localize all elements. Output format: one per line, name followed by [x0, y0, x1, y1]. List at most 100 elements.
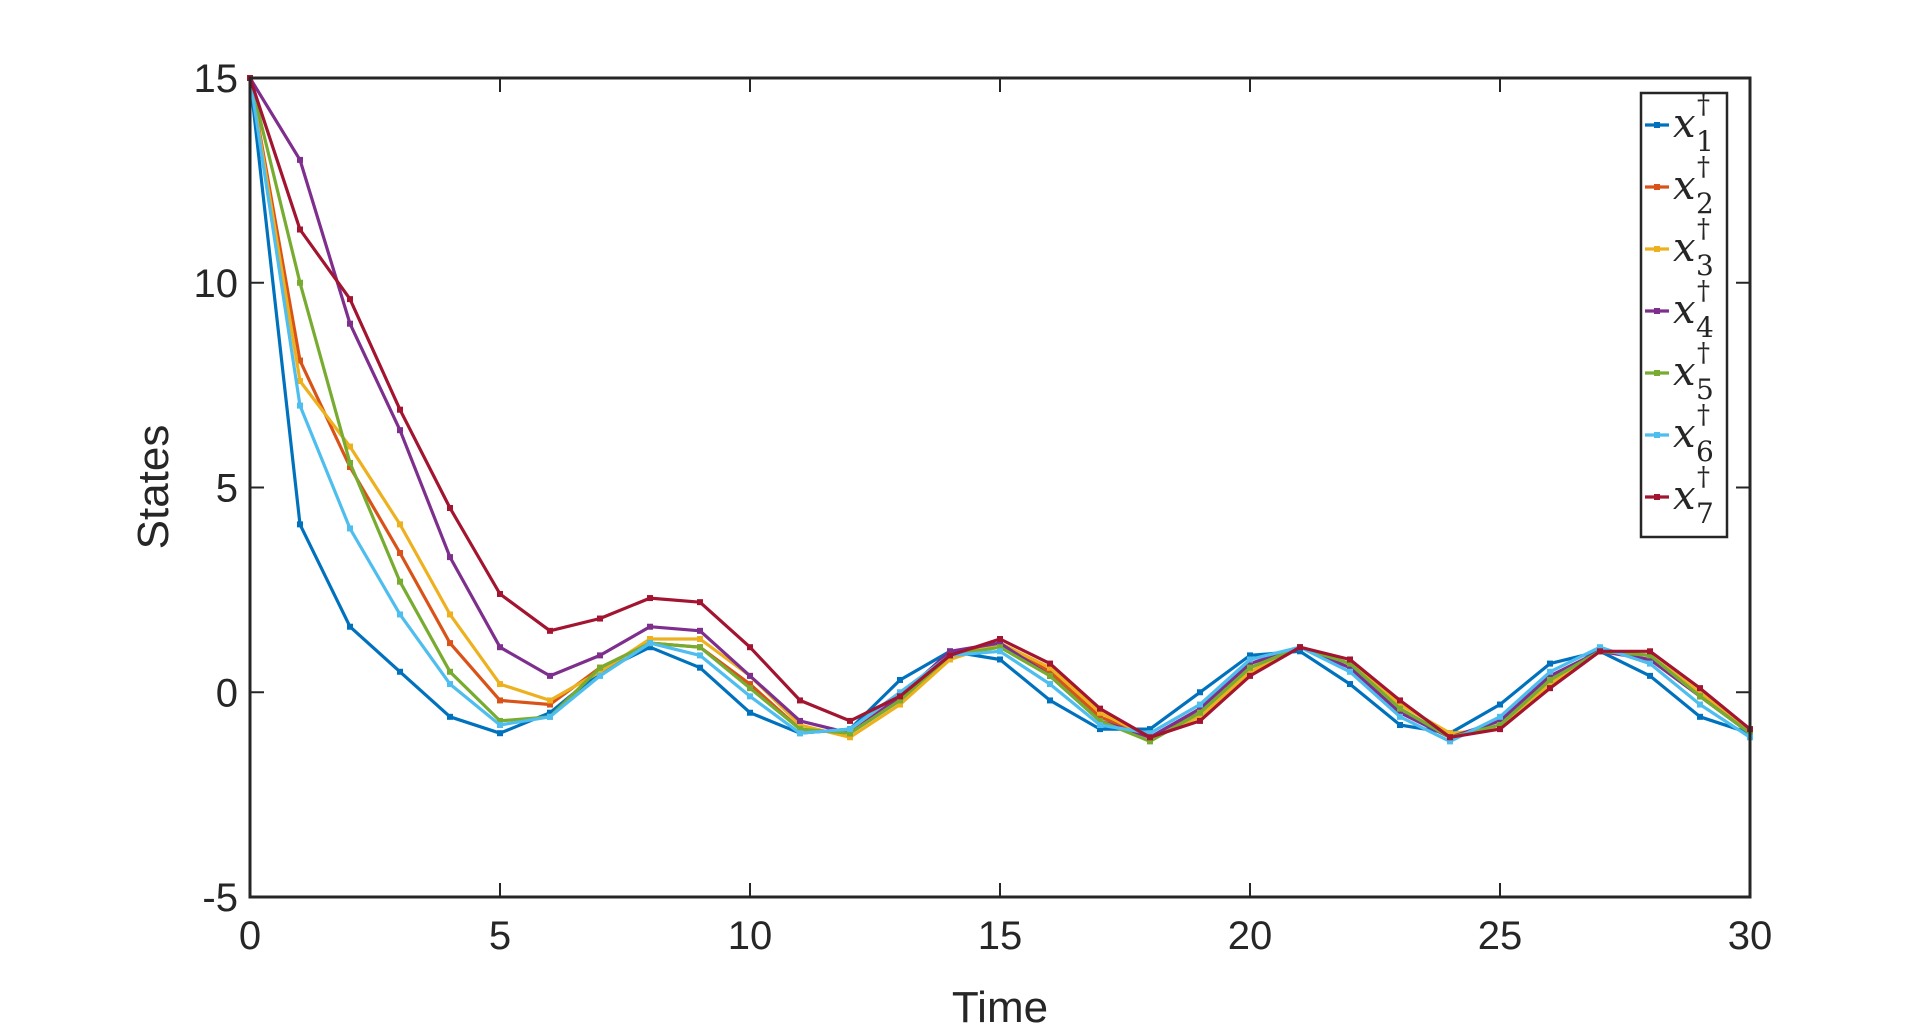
data-point	[447, 504, 453, 511]
data-point	[1197, 717, 1203, 724]
data-point	[297, 357, 303, 364]
data-point	[647, 640, 653, 647]
data-point	[447, 713, 453, 720]
data-point	[1697, 689, 1703, 696]
data-point	[1097, 709, 1103, 716]
legend-label: x	[1673, 473, 1696, 519]
data-point	[297, 226, 303, 233]
data-point	[747, 685, 753, 692]
data-point	[1047, 664, 1053, 671]
data-point	[1047, 672, 1053, 679]
data-point	[547, 713, 553, 720]
data-point	[1047, 681, 1053, 688]
data-point	[1397, 713, 1403, 720]
legend: x †1x †2x †3x †4x †5x †6x †7	[1639, 90, 1729, 539]
data-point	[847, 726, 853, 733]
data-point	[497, 644, 503, 651]
legend-marker	[1654, 308, 1660, 314]
data-point	[1647, 648, 1653, 655]
data-point	[1497, 722, 1503, 729]
data-point	[647, 644, 653, 651]
x-tick-label: 20	[1228, 914, 1273, 958]
legend-label-sup: †	[1697, 276, 1710, 306]
data-point	[697, 664, 703, 671]
data-point	[1547, 685, 1553, 692]
data-point	[1247, 664, 1253, 671]
data-point	[1647, 672, 1653, 679]
data-point	[1197, 701, 1203, 708]
data-point	[1097, 722, 1103, 729]
data-point	[1047, 697, 1053, 704]
data-point	[947, 652, 953, 659]
legend-label: x	[1673, 225, 1696, 271]
legend-item: x † 1	[1645, 90, 1714, 158]
data-point	[697, 627, 703, 634]
data-point	[997, 636, 1003, 643]
legend-label-sub: 2	[1696, 187, 1714, 220]
x-tick-label: 25	[1478, 914, 1523, 958]
x-tick-label: 10	[728, 914, 773, 958]
data-point	[997, 640, 1003, 647]
data-point	[1247, 668, 1253, 675]
data-point	[297, 378, 303, 385]
data-point	[397, 521, 403, 528]
legend-label: x	[1673, 101, 1696, 147]
data-point	[797, 722, 803, 729]
data-point	[547, 672, 553, 679]
data-point	[1347, 656, 1353, 663]
data-point	[1597, 644, 1603, 651]
data-point	[1247, 656, 1253, 663]
data-point	[1097, 726, 1103, 733]
data-point	[647, 636, 653, 643]
data-point	[747, 693, 753, 700]
data-point	[1147, 726, 1153, 733]
data-point	[297, 156, 303, 163]
data-point	[347, 459, 353, 466]
data-point	[1047, 660, 1053, 667]
data-point	[1497, 726, 1503, 733]
data-point	[997, 648, 1003, 655]
legend-label: x	[1673, 163, 1696, 209]
y-tick-label: 15	[194, 57, 239, 101]
legend-item: x † 4	[1645, 276, 1714, 344]
data-point	[947, 648, 953, 655]
data-point	[1697, 701, 1703, 708]
data-point	[847, 730, 853, 737]
data-series	[247, 75, 1753, 745]
data-point	[1397, 701, 1403, 708]
data-point	[697, 644, 703, 651]
data-point	[397, 578, 403, 585]
legend-label-sup: †	[1697, 462, 1710, 492]
data-point	[1397, 705, 1403, 712]
data-point	[397, 427, 403, 434]
legend-label-sup: †	[1697, 90, 1710, 120]
data-point	[1097, 705, 1103, 712]
x-tick-label: 30	[1728, 914, 1773, 958]
data-point	[647, 595, 653, 602]
data-point	[747, 672, 753, 679]
data-point	[1597, 648, 1603, 655]
data-point	[1697, 713, 1703, 720]
data-point	[1297, 644, 1303, 651]
data-point	[1547, 672, 1553, 679]
data-point	[597, 668, 603, 675]
legend-label: x	[1673, 287, 1696, 333]
data-point	[1247, 652, 1253, 659]
data-point	[847, 717, 853, 724]
data-point	[1147, 738, 1153, 745]
legend-label-sup: †	[1697, 338, 1710, 368]
data-point	[1197, 689, 1203, 696]
legend-label-sub: 1	[1696, 125, 1714, 158]
legend-marker	[1654, 122, 1660, 128]
data-point	[947, 656, 953, 663]
data-point	[1497, 717, 1503, 724]
data-point	[1347, 668, 1353, 675]
data-point	[347, 525, 353, 532]
data-point	[1447, 730, 1453, 737]
data-point	[1547, 681, 1553, 688]
data-point	[1647, 652, 1653, 659]
data-point	[1197, 705, 1203, 712]
data-point	[1697, 685, 1703, 692]
legend-box	[1639, 91, 1729, 539]
